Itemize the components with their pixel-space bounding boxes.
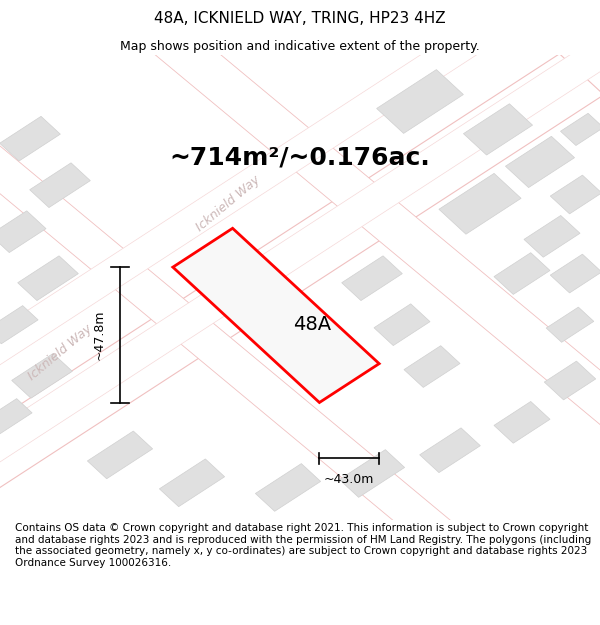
Polygon shape: [0, 306, 38, 344]
Polygon shape: [419, 428, 481, 472]
Polygon shape: [0, 0, 491, 577]
Polygon shape: [374, 304, 430, 346]
Polygon shape: [29, 163, 91, 208]
Polygon shape: [0, 0, 600, 376]
Text: ~47.8m: ~47.8m: [92, 309, 106, 360]
Polygon shape: [494, 401, 550, 443]
Polygon shape: [0, 0, 600, 470]
Polygon shape: [377, 69, 463, 133]
Text: Icknield Way: Icknield Way: [26, 322, 94, 383]
Polygon shape: [505, 136, 575, 188]
Text: Contains OS data © Crown copyright and database right 2021. This information is : Contains OS data © Crown copyright and d…: [15, 523, 591, 568]
Polygon shape: [524, 216, 580, 258]
Text: ~43.0m: ~43.0m: [324, 472, 374, 486]
Polygon shape: [340, 449, 404, 498]
Polygon shape: [439, 173, 521, 234]
Polygon shape: [550, 175, 600, 214]
Text: 48A, ICKNIELD WAY, TRING, HP23 4HZ: 48A, ICKNIELD WAY, TRING, HP23 4HZ: [154, 11, 446, 26]
Polygon shape: [0, 0, 600, 544]
Polygon shape: [0, 399, 32, 437]
Polygon shape: [550, 254, 600, 293]
Polygon shape: [0, 54, 600, 625]
Polygon shape: [256, 464, 320, 511]
Text: ~714m²/~0.176ac.: ~714m²/~0.176ac.: [170, 145, 430, 169]
Polygon shape: [0, 211, 46, 252]
Polygon shape: [463, 104, 533, 155]
Polygon shape: [0, 116, 61, 161]
Polygon shape: [173, 228, 379, 402]
Polygon shape: [404, 346, 460, 388]
Polygon shape: [546, 307, 594, 342]
Polygon shape: [160, 459, 224, 507]
Polygon shape: [560, 113, 600, 146]
Polygon shape: [82, 0, 600, 606]
Polygon shape: [544, 361, 596, 400]
Polygon shape: [88, 431, 152, 479]
Text: 48A: 48A: [293, 315, 331, 334]
Polygon shape: [11, 354, 73, 398]
Polygon shape: [341, 256, 403, 301]
Text: Icknield Way: Icknield Way: [194, 173, 262, 234]
Text: Map shows position and indicative extent of the property.: Map shows position and indicative extent…: [120, 39, 480, 52]
Polygon shape: [494, 253, 550, 294]
Polygon shape: [17, 256, 79, 301]
